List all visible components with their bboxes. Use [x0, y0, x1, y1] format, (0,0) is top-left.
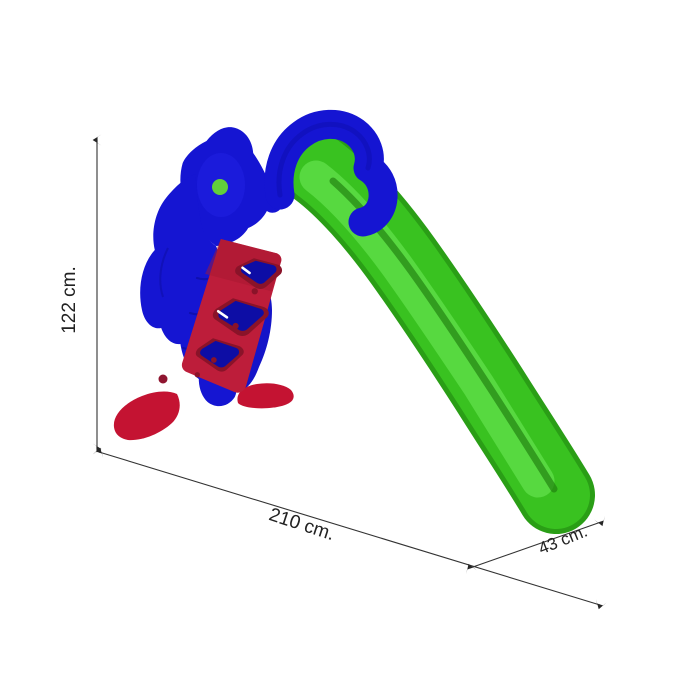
svg-text:122 cm.: 122 cm.: [59, 266, 80, 334]
